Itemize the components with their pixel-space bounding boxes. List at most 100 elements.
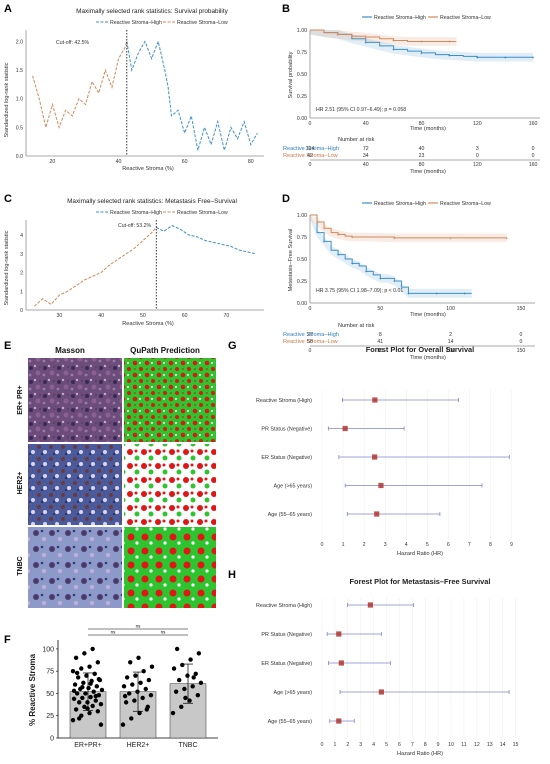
panel-c-legend: Reactive Stroma–High Reactive Stroma–Low — [96, 210, 228, 216]
risk-value: 0 — [519, 332, 522, 338]
hr-point — [378, 482, 384, 489]
risk-x-tick: 80 — [419, 162, 425, 168]
data-point — [85, 706, 90, 711]
risk-value: 34 — [363, 153, 369, 159]
y-tick-label: 50 — [46, 691, 54, 698]
risk-value: 58 — [307, 339, 313, 345]
risk-value: 23 — [419, 153, 425, 159]
data-point — [128, 660, 133, 665]
x-tick-label: 60 — [182, 313, 188, 319]
panel-letter-f: F — [4, 634, 11, 646]
data-point — [73, 707, 79, 712]
qupath-image-tnbc — [124, 527, 216, 608]
risk-x-tick: 0 — [309, 162, 312, 168]
x-tick-label: 2 — [363, 542, 366, 548]
panel-d-xlabel: Time (months) — [410, 312, 446, 318]
data-point — [94, 684, 99, 689]
data-point — [196, 651, 202, 656]
data-point — [74, 670, 80, 676]
censor-mark: + — [323, 226, 326, 232]
x-tick-label: 3 — [384, 542, 387, 548]
censor-mark: + — [435, 291, 438, 297]
data-point — [123, 700, 129, 705]
data-point — [71, 696, 77, 701]
data-point — [143, 686, 148, 692]
x-tick-label: 15 — [513, 742, 519, 748]
y-tick-label: 75 — [46, 669, 54, 676]
x-tick-label: 8 — [489, 542, 492, 548]
panel-b-risk-label-low: Reactive Stroma–Low — [283, 153, 339, 159]
censor-mark: + — [393, 236, 396, 242]
x-tick-label: 3 — [359, 742, 362, 748]
panel-a: A Maximally selected rank statistics: Su… — [4, 3, 264, 172]
panel-b-xlabel: Time (months) — [410, 126, 446, 132]
data-point — [86, 685, 91, 691]
panel-c-xlabel: Reactive Stroma (%) — [122, 321, 174, 327]
censor-mark: + — [532, 55, 535, 61]
y-tick-label: 0.25 — [297, 279, 307, 285]
panel-c-title: Maximally selected rank statistics: Meta… — [67, 198, 237, 205]
panel-d-plot: 0.00 0.25 0.50 0.75 1.00 0 50 100 150 + + + + + + + + + + +… — [297, 213, 535, 312]
data-point — [88, 694, 93, 700]
y-tick-label: 1.0 — [16, 97, 23, 103]
censor-mark: + — [336, 32, 339, 38]
data-point — [83, 691, 88, 696]
data-point — [74, 691, 80, 696]
y-tick-label: 1.00 — [297, 28, 307, 34]
risk-value: 2 — [449, 332, 452, 338]
censor-mark: + — [407, 291, 410, 297]
data-point — [183, 695, 188, 701]
panel-b-plot: 0.000.250.500.751.000 40 80 120 160++++ + + + ++… — [297, 28, 540, 127]
y-tick-label: 0 — [20, 308, 23, 314]
panel-h-title: Forest Plot for Metastasis–Free Survival — [350, 577, 491, 586]
x-tick-label: 6 — [447, 542, 450, 548]
data-point — [88, 681, 93, 686]
x-tick-label: 40 — [98, 313, 104, 319]
y-tick-label: 0.0 — [16, 154, 23, 160]
panel-e-col-masson: Masson — [55, 346, 85, 355]
x-tick-label: 2 — [346, 742, 349, 748]
risk-value: 42 — [307, 153, 313, 159]
panel-letter-c: C — [4, 193, 12, 205]
censor-mark: + — [448, 54, 451, 60]
data-point — [187, 698, 192, 703]
data-point — [99, 687, 105, 693]
censor-mark: + — [323, 239, 326, 245]
data-point — [120, 722, 126, 727]
panel-d-risk-title: Number at risk — [338, 323, 375, 329]
censor-mark: + — [351, 235, 354, 241]
hr-point — [372, 454, 378, 460]
panel-letter-d: D — [282, 193, 290, 205]
hr-point — [374, 511, 380, 517]
panel-a-ylabel: Standardized log-rank statistic — [4, 62, 10, 137]
y-tick-label: 25 — [46, 713, 54, 720]
risk-value: 8 — [379, 332, 382, 338]
y-tick-label: 0.50 — [297, 257, 307, 263]
y-tick-label: 1 — [20, 289, 23, 295]
panel-a-legend: Reactive Stroma–High Reactive Stroma–Low — [96, 20, 228, 26]
legend-label-low: Reactive Stroma–Low — [440, 15, 491, 21]
y-tick-label: 0.5 — [16, 125, 23, 131]
censor-mark: + — [337, 253, 340, 259]
x-tick-label: 0 — [309, 121, 312, 127]
panel-b-risk-xlabel: Time (months) — [410, 169, 446, 175]
forest-row-label: Age (55–65 years) — [268, 512, 313, 518]
legend-label-high: Reactive Stroma–High — [374, 15, 426, 21]
panel-g-plot: 0 1 2 3 4 5 6 7 8 9 Reactive Stroma (High) PR Statu… — [256, 390, 513, 548]
panel-e-row-her2: HER2+ — [17, 472, 24, 495]
data-point — [70, 668, 76, 674]
y-tick-label: 0.75 — [297, 235, 307, 241]
panel-letter-e: E — [4, 340, 11, 352]
x-tick-label: ER+PR+ — [74, 742, 102, 749]
y-tick-label: 0.50 — [297, 72, 307, 78]
censor-mark: + — [337, 232, 340, 238]
data-point — [170, 710, 176, 716]
series-line-low — [32, 41, 128, 130]
panel-letter-g: G — [228, 340, 237, 352]
x-tick-label: 50 — [377, 306, 383, 312]
panel-c-ylabel: Standardized log-rank statistic — [4, 230, 10, 305]
data-point — [98, 701, 104, 707]
y-tick-label: 1.5 — [16, 68, 23, 74]
risk-x-tick: 160 — [529, 162, 538, 168]
risk-value: 0 — [532, 146, 535, 152]
